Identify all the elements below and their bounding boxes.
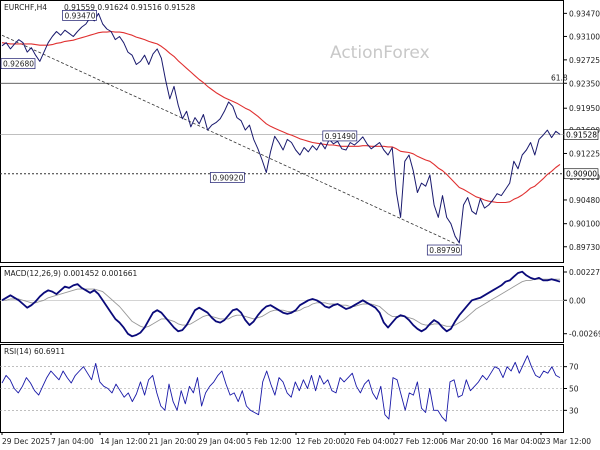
annotation-box [426, 244, 462, 256]
annotation-box [209, 172, 245, 183]
y-tick-label: 0.92350 [569, 79, 600, 88]
level-tag: 0.90900 [566, 170, 597, 179]
fib-618-label: 61.8 [551, 73, 568, 82]
y-tick-label: 70 [569, 363, 579, 372]
y-tick-label: -0.002693 [569, 330, 600, 339]
annotation-box [0, 58, 36, 70]
y-tick-label: 0.00 [569, 296, 586, 305]
x-tick-label: 23 Mar 12:00 [541, 437, 591, 446]
y-tick-label: 0.91225 [569, 149, 600, 158]
moving-average-line [1, 30, 561, 204]
annotation-label: 0.91490 [325, 132, 356, 141]
y-tick-label: 0.91950 [569, 104, 600, 113]
price-panel-frame [0, 0, 564, 263]
x-tick-label: 14 Jan 12:00 [100, 437, 148, 446]
macd-line [1, 270, 561, 338]
price-line [1, 12, 561, 244]
annotation-box [62, 10, 97, 21]
macd-layer: 0.002277 0.00 -0.002693 [0, 268, 600, 339]
y-tick-label: 30 [569, 406, 579, 415]
ohlc-header: 0.91559 0.91624 0.91516 0.91528 [64, 3, 195, 12]
annotation-label: 0.93470 [64, 11, 95, 20]
y-tick-label: 0.002277 [569, 268, 600, 277]
price-title: EURCHF,H4 [4, 3, 47, 12]
x-tick-label: 20 Feb 04:00 [345, 437, 394, 446]
price-layer: 0.934700.931000.927250.923500.919500.916… [0, 9, 600, 256]
watermark: ActionForex [330, 43, 430, 63]
y-tick-label: 0.90100 [569, 220, 600, 229]
macd-panel-frame [0, 266, 564, 343]
rsi-title: RSI(14) 60.6911 [4, 347, 65, 356]
x-tick-label: 21 Jan 20:00 [149, 437, 197, 446]
trendline [1, 34, 460, 246]
y-tick-label: 0.92725 [569, 56, 600, 65]
x-tick-label: 29 Dec 2025 [2, 437, 50, 446]
y-tick-label: 0.93470 [569, 9, 600, 18]
x-tick-label: 5 Feb 12:00 [247, 437, 292, 446]
y-tick-label: 50 [569, 385, 579, 394]
annotation-box [322, 130, 358, 142]
x-tick-label: 29 Jan 04:00 [198, 437, 246, 446]
current-price-tag: 0.91528 [566, 131, 597, 140]
axis-layer: 29 Dec 2025 7 Jan 04:00 14 Jan 12:00 21 Jan… [1, 432, 591, 446]
x-tick-label: 7 Jan 04:00 [51, 437, 94, 446]
y-tick-label: 0.89730 [569, 243, 600, 252]
x-tick-label: 12 Feb 20:00 [296, 437, 345, 446]
macd-title: MACD(12,26,9) 0.001452 0.001661 [4, 269, 138, 278]
x-tick-label: 6 Mar 20:00 [443, 437, 489, 446]
level-tag-box [563, 168, 599, 180]
annotation-label: 0.90920 [212, 174, 243, 183]
y-tick-label: 0.93100 [569, 32, 600, 41]
current-price-tag-box [563, 129, 599, 140]
rsi-line [1, 355, 561, 422]
rsi-layer: 70 50 30 [0, 355, 579, 422]
x-tick-label: 27 Feb 12:00 [394, 437, 443, 446]
y-tick-label: 0.90480 [569, 196, 600, 205]
x-tick-label: 16 Mar 04:00 [492, 437, 542, 446]
annotation-label: 0.92680 [3, 60, 34, 69]
annotation-label: 0.89790 [429, 246, 460, 255]
macd-signal-line [2, 278, 560, 329]
